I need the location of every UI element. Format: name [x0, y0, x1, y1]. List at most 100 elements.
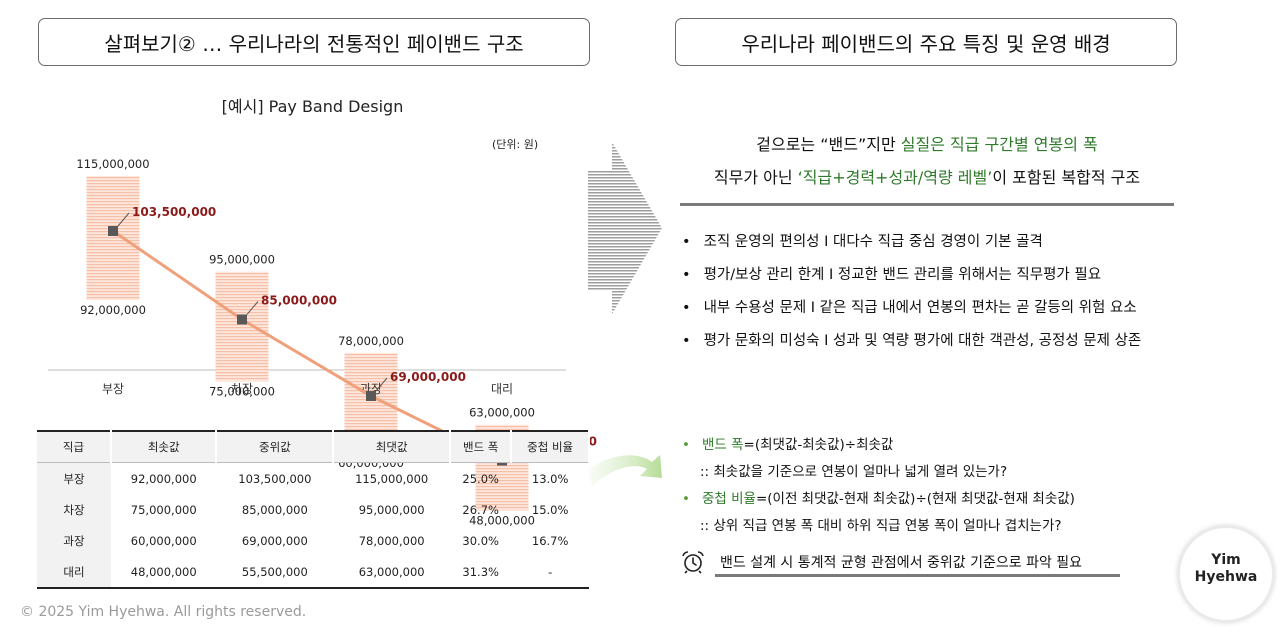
- x-axis-label: 부장: [102, 382, 124, 396]
- left-title-text: 살펴보기② … 우리나라의 전통적인 페이밴드 구조: [104, 31, 524, 56]
- table-cell: 과장: [37, 525, 111, 556]
- key-message-highlight: 실질은 직급 구간별 연봉의 폭: [900, 135, 1098, 154]
- max-value-label: 95,000,000: [209, 253, 275, 267]
- band-width-description: :: 최솟값을 기준으로 연봉이 얼마나 넓게 열려 있는가?: [700, 464, 1008, 480]
- key-message-highlight: ‘직급+경력+성과/역량 레벨’: [797, 168, 993, 187]
- logo-ring: [1178, 526, 1274, 622]
- table-cell: 63,000,000: [358, 564, 425, 579]
- table-header-cell: 밴드 폭: [450, 431, 513, 463]
- design-note-underline: [715, 574, 1120, 577]
- band-bar: [215, 271, 269, 382]
- leader-line: [246, 301, 259, 315]
- table-cell: 부장: [37, 462, 111, 494]
- min-value-label: 92,000,000: [80, 303, 146, 317]
- list-item: 평가 문화의 미성숙 I 성과 및 역량 평가에 대한 객관성, 공정성 문제 …: [682, 327, 1142, 360]
- table-header-cell: 중위값: [216, 431, 335, 463]
- min-value-label: 48,000,000: [469, 513, 535, 527]
- table-cell: 30.0%: [462, 533, 499, 548]
- band-width-formula: • 밴드 폭=(최댓값-최솟값)÷최솟값: [682, 433, 893, 453]
- table-header-row: 직급 최솟값 중위값 최댓값 밴드 폭 중첩 비율: [37, 431, 590, 463]
- table-header-cell: 최솟값: [111, 431, 218, 463]
- table-header-cell: 직급: [37, 431, 112, 463]
- table-cell: 25.0%: [462, 471, 499, 486]
- table-cell: -: [548, 564, 553, 579]
- table-cell: 92,000,000: [130, 471, 197, 486]
- left-section-title: 살펴보기② … 우리나라의 전통적인 페이밴드 구조: [38, 18, 590, 66]
- bullet-dot: •: [682, 491, 690, 507]
- key-message-text: 이 포함된 복합적 구조: [992, 168, 1141, 187]
- table-header-cell: 중첩 비율: [511, 431, 590, 463]
- median-line: [112, 229, 503, 462]
- table-header-cell: 최댓값: [333, 431, 452, 463]
- table-cell: 대리: [37, 556, 111, 588]
- leader-line: [117, 212, 130, 227]
- formula-label: 밴드 폭: [701, 437, 744, 453]
- right-section-title: 우리나라 페이밴드의 주요 특징 및 운영 배경: [675, 18, 1177, 66]
- median-value-label: 69,000,000: [390, 370, 466, 384]
- table-row: 과장 60,000,000 69,000,000 78,000,000 30.0…: [37, 525, 589, 556]
- formula-expression: =(최댓값-최솟값)÷최솟값: [743, 437, 894, 453]
- key-message-underline: [680, 203, 1174, 206]
- background-bullet-list: 조직 운영의 편의성 I 대다수 직급 중심 경영이 기본 골격 평가/보상 관…: [682, 228, 1142, 360]
- chart-title: [예시] Pay Band Design: [221, 97, 404, 116]
- logo-text: Yim Hyehwa: [1176, 552, 1276, 586]
- key-message-text: 겉으로는 “밴드”지만: [756, 135, 901, 154]
- table-cell: 115,000,000: [355, 471, 429, 486]
- table-row: 차장 75,000,000 85,000,000 95,000,000 26.7…: [37, 494, 589, 525]
- pay-band-table: 직급 최솟값 중위값 최댓값 밴드 폭 중첩 비율 부장 92,000,000 …: [37, 430, 590, 589]
- key-message-box: 겉으로는 “밴드”지만 실질은 직급 구간별 연봉의 폭 직무가 아닌 ‘직급+…: [680, 128, 1174, 206]
- table-cell: 85,000,000: [241, 502, 308, 517]
- median-marker: [237, 314, 247, 325]
- median-marker: [366, 391, 376, 401]
- x-axis-label: 차장: [231, 382, 253, 396]
- list-item: 내부 수용성 문제 I 같은 직급 내에서 연봉의 편차는 곧 갈등의 위험 요…: [682, 294, 1141, 327]
- formula-label: 중첩 비율: [701, 491, 756, 507]
- table-cell: 16.7%: [531, 533, 569, 548]
- overlap-ratio-description: :: 상위 직급 연봉 폭 대비 하위 직급 연봉 폭이 얼마나 겹치는가?: [700, 518, 1062, 534]
- table-cell: 75,000,000: [130, 502, 197, 517]
- list-item: 평가/보상 관리 한계 I 정교한 밴드 관리를 위해서는 직무평가 필요: [682, 261, 1141, 294]
- table-cell: 55,500,000: [241, 564, 308, 579]
- table-cell: 15.0%: [531, 502, 569, 517]
- table-cell: 차장: [37, 494, 111, 525]
- band-bar: [86, 176, 140, 300]
- right-arrow-icon: [588, 142, 662, 314]
- table-cell: 13.0%: [531, 471, 569, 486]
- list-item: 조직 운영의 편의성 I 대다수 직급 중심 경영이 기본 골격: [682, 228, 1141, 261]
- leader-line: [375, 377, 388, 392]
- table-cell: 78,000,000: [358, 533, 425, 548]
- median-value-label: 103,500,000: [132, 205, 216, 219]
- table-cell: 95,000,000: [358, 502, 425, 517]
- key-message-line-1: 겉으로는 “밴드”지만 실질은 직급 구간별 연봉의 폭: [680, 128, 1174, 161]
- formula-expression: =(이전 최댓값-현재 최솟값)÷(현재 최댓값-현재 최솟값): [755, 491, 1075, 507]
- bullet-dot: •: [682, 437, 690, 453]
- logo-line-2: Hyehwa: [1194, 569, 1258, 585]
- right-title-text: 우리나라 페이밴드의 주요 특징 및 운영 배경: [741, 31, 1111, 56]
- table-cell: 60,000,000: [130, 533, 197, 548]
- table-cell: 31.3%: [462, 564, 499, 579]
- chart-unit: (단위: 원): [492, 138, 539, 151]
- table-row: 대리 48,000,000 55,500,000 63,000,000 31.3…: [37, 556, 589, 588]
- min-value-label: 75,000,000: [209, 384, 275, 398]
- table-cell: 48,000,000: [130, 564, 197, 579]
- table-cell: 69,000,000: [241, 533, 308, 548]
- design-note-text: 밴드 설계 시 통계적 균형 관점에서 중위값 기준으로 파악 필요: [720, 555, 1083, 571]
- copyright-text: © 2025 Yim Hyehwa. All rights reserved.: [20, 604, 307, 620]
- median-marker: [108, 226, 118, 236]
- table-cell: 26.7%: [462, 502, 499, 517]
- median-value-label: 85,000,000: [261, 293, 337, 307]
- overlap-ratio-formula: • 중첩 비율=(이전 최댓값-현재 최솟값)÷(현재 최댓값-현재 최솟값): [682, 487, 1075, 507]
- max-value-label: 115,000,000: [76, 157, 149, 171]
- table-row: 부장 92,000,000 103,500,000 115,000,000 25…: [37, 462, 589, 494]
- x-axis-label: 대리: [491, 382, 513, 396]
- logo-line-1: Yim: [1211, 552, 1241, 568]
- max-value-label: 78,000,000: [338, 334, 404, 348]
- max-value-label: 63,000,000: [469, 406, 535, 420]
- key-message-text: 직무가 아닌: [713, 168, 798, 187]
- author-logo: Yim Hyehwa: [1176, 524, 1276, 624]
- table-cell: 103,500,000: [238, 471, 312, 486]
- alarm-clock-icon: [680, 550, 706, 578]
- key-message-line-2: 직무가 아닌 ‘직급+경력+성과/역량 레벨’이 포함된 복합적 구조: [680, 161, 1174, 194]
- curved-arrow-icon: [588, 455, 662, 486]
- design-note: 밴드 설계 시 통계적 균형 관점에서 중위값 기준으로 파악 필요: [680, 548, 1120, 578]
